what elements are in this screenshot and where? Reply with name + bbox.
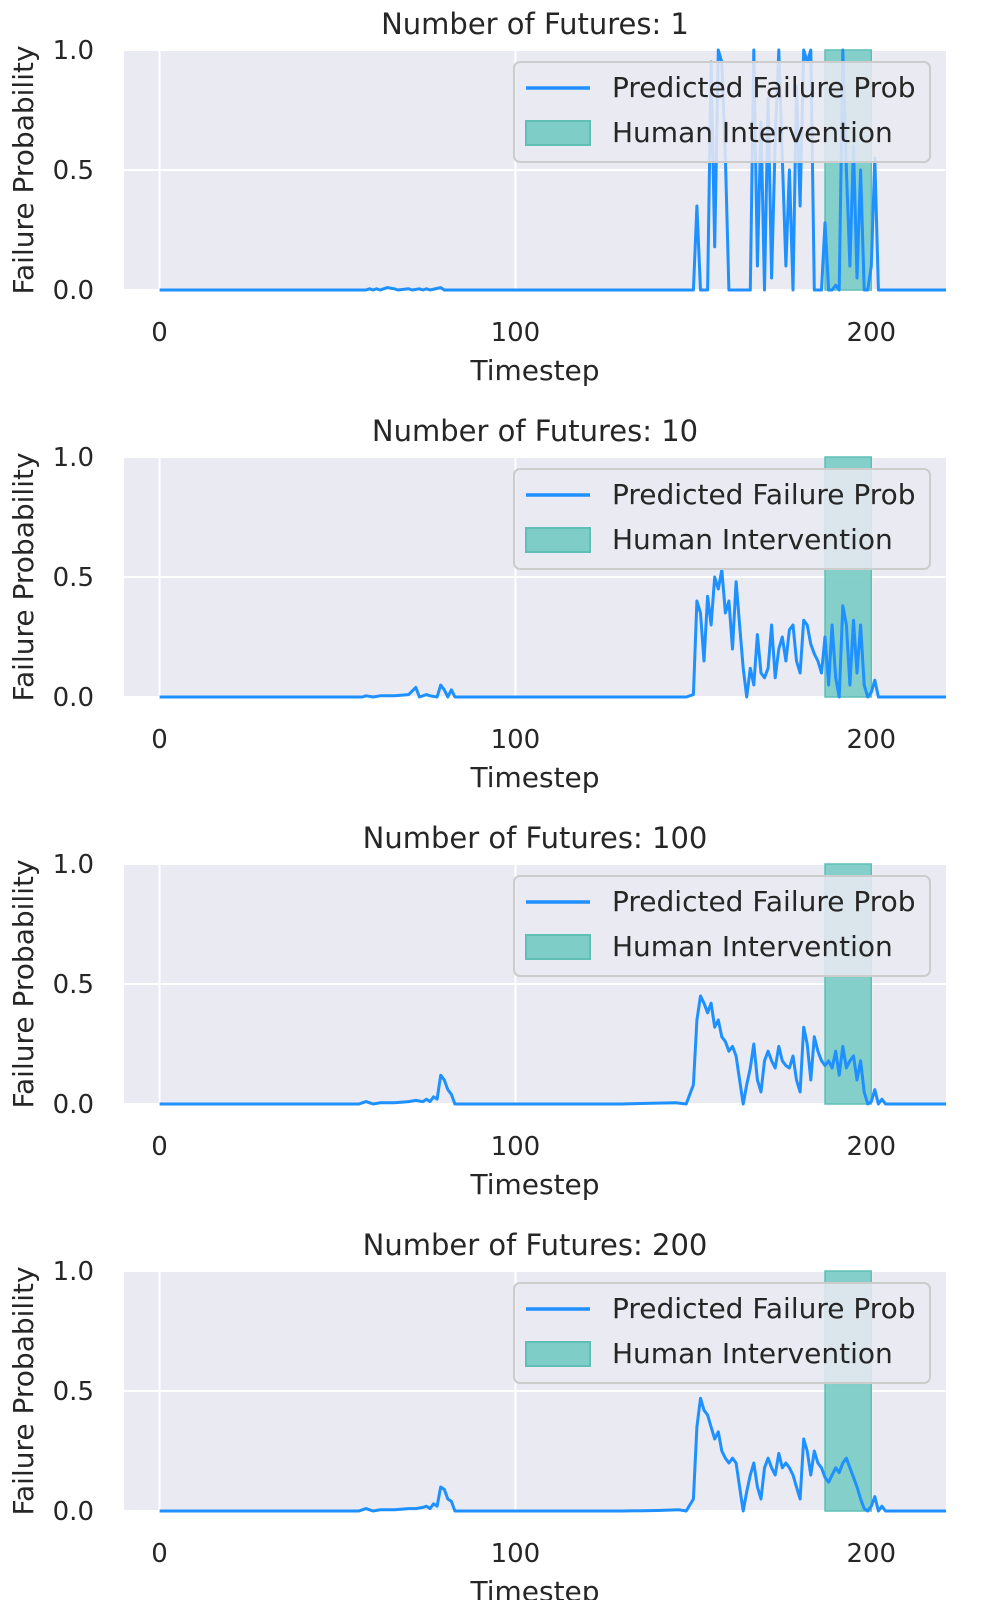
x-axis-label: Timestep [469, 1168, 599, 1201]
legend-frame [513, 875, 931, 977]
x-axis-label: Timestep [469, 354, 599, 387]
x-tick-label: 100 [491, 318, 541, 348]
x-tick-label: 0 [151, 318, 168, 348]
subplot-1: Number of Futures: 1 0.0 0.5 1.0 0 100 200 Time… [7, 7, 946, 387]
legend-span-swatch [525, 1341, 591, 1367]
y-tick-label: 0.5 [53, 156, 94, 186]
y-tick-label: 1.0 [53, 1257, 94, 1287]
y-tick-label: 0.5 [53, 1377, 94, 1407]
legend-label-intervention: Human Intervention [612, 930, 893, 963]
x-tick-label: 0 [151, 1132, 168, 1162]
predicted-failure-line [159, 994, 946, 1106]
subplot-3: Number of Futures: 100 0.0 0.5 1.0 0 100 200 Ti… [7, 821, 946, 1201]
y-tick-label: 1.0 [53, 36, 94, 66]
legend-frame [513, 61, 931, 163]
x-tick-label: 100 [491, 725, 541, 755]
legend-label-predicted: Predicted Failure Prob [612, 71, 916, 104]
legend-frame [513, 1282, 931, 1384]
x-tick-label: 200 [846, 725, 896, 755]
x-tick-label: 200 [846, 318, 896, 348]
legend-label-intervention: Human Intervention [612, 1337, 893, 1370]
chart-title: Number of Futures: 100 [363, 821, 708, 855]
legend-label-predicted: Predicted Failure Prob [612, 478, 916, 511]
legend-label-predicted: Predicted Failure Prob [612, 885, 916, 918]
x-axis-label: Timestep [469, 761, 599, 794]
y-tick-label: 0.0 [53, 1090, 94, 1120]
legend: Predicted Failure Prob Human Intervention [513, 61, 931, 163]
x-tick-label: 100 [491, 1132, 541, 1162]
legend-span-swatch [525, 120, 591, 146]
legend-label-intervention: Human Intervention [612, 523, 893, 556]
subplot-2: Number of Futures: 10 0.0 0.5 1.0 0 100 200 Tim… [7, 414, 946, 794]
y-tick-label: 1.0 [53, 850, 94, 880]
legend-span-swatch [525, 934, 591, 960]
legend-span-swatch [525, 527, 591, 553]
chart-title: Number of Futures: 1 [381, 7, 689, 41]
y-axis-label: Failure Probability [7, 859, 40, 1108]
x-tick-label: 0 [151, 1539, 168, 1569]
legend-label-predicted: Predicted Failure Prob [612, 1292, 916, 1325]
predicted-failure-line [159, 568, 946, 699]
y-axis-label: Failure Probability [7, 45, 40, 294]
subplot-4: Number of Futures: 200 0.0 0.5 1.0 0 100 200 Ti… [7, 1228, 946, 1600]
y-tick-label: 0.0 [53, 1497, 94, 1527]
y-tick-label: 0.5 [53, 970, 94, 1000]
x-tick-label: 200 [846, 1539, 896, 1569]
legend: Predicted Failure Prob Human Intervention [513, 875, 931, 977]
chart-title: Number of Futures: 10 [372, 414, 698, 448]
y-tick-label: 1.0 [53, 443, 94, 473]
y-axis-label: Failure Probability [7, 452, 40, 701]
legend-label-intervention: Human Intervention [612, 116, 893, 149]
chart-title: Number of Futures: 200 [363, 1228, 708, 1262]
predicted-failure-line [159, 1396, 946, 1513]
x-tick-label: 100 [491, 1539, 541, 1569]
y-tick-label: 0.0 [53, 683, 94, 713]
y-tick-label: 0.5 [53, 563, 94, 593]
x-tick-label: 0 [151, 725, 168, 755]
x-tick-label: 200 [846, 1132, 896, 1162]
y-tick-label: 0.0 [53, 276, 94, 306]
legend: Predicted Failure Prob Human Intervention [513, 1282, 931, 1384]
legend-frame [513, 468, 931, 570]
y-axis-label: Failure Probability [7, 1266, 40, 1515]
x-axis-label: Timestep [469, 1575, 599, 1600]
legend: Predicted Failure Prob Human Intervention [513, 468, 931, 570]
